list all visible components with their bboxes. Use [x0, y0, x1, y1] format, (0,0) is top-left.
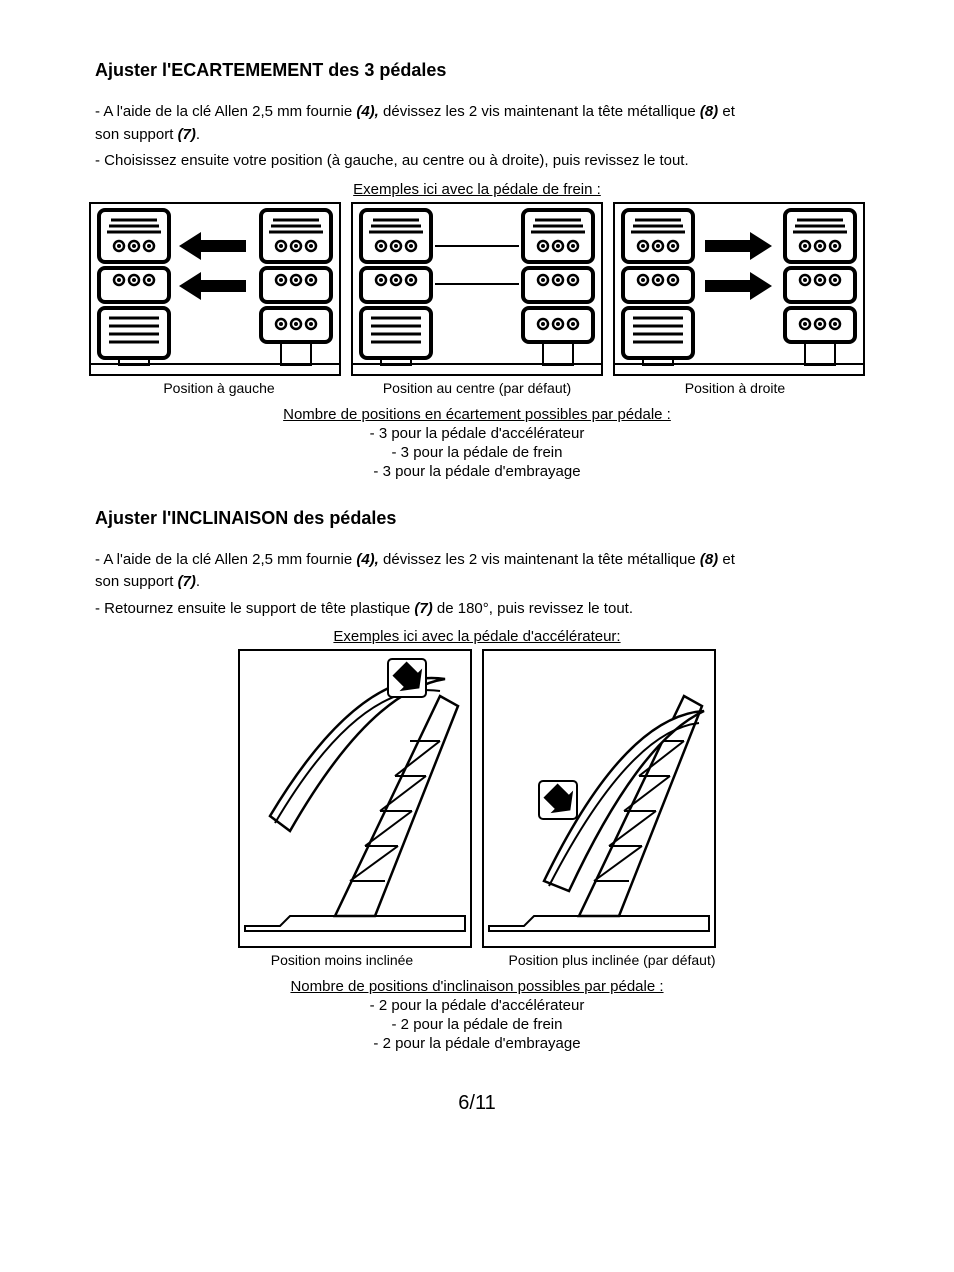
page-number: 6/11	[95, 1092, 859, 1115]
example-caption-1: Exemples ici avec la pédale de frein :	[95, 181, 859, 198]
arrow-left-icon	[179, 232, 246, 260]
example-caption-2: Exemples ici avec la pédale d'accélérate…	[95, 628, 859, 645]
caption-right: Position à droite	[611, 380, 859, 396]
instruction-line-2: - Choisissez ensuite votre position (à g…	[95, 150, 859, 173]
spacing-panel-left	[89, 202, 341, 376]
tilt-count-title: Nombre de positions d'inclinaison possib…	[95, 978, 859, 995]
instruction-line-1: - A l'aide de la clé Allen 2,5 mm fourni…	[95, 101, 859, 146]
instruction-line-2b: - Retournez ensuite le support de tête p…	[95, 598, 859, 621]
section1-instructions: - A l'aide de la clé Allen 2,5 mm fourni…	[95, 101, 859, 173]
tilt-count-2: - 2 pour la pédale de frein	[95, 1016, 859, 1033]
pedal-diagram-center	[353, 204, 601, 374]
section2-title: Ajuster l'INCLINAISON des pédales	[95, 508, 859, 529]
arrow-right-icon	[705, 272, 772, 300]
tilt-count-3: - 2 pour la pédale d'embrayage	[95, 1035, 859, 1052]
caption-left: Position à gauche	[95, 380, 343, 396]
caption-less: Position moins inclinée	[227, 952, 457, 968]
spacing-count-3: - 3 pour la pédale d'embrayage	[95, 463, 859, 480]
spacing-subcaptions: Position à gauche Position au centre (pa…	[95, 380, 859, 396]
pedal-tilt-more	[484, 651, 714, 946]
arrow-right-icon	[705, 232, 772, 260]
caption-more: Position plus inclinée (par défaut)	[497, 952, 727, 968]
arrow-left-icon	[179, 272, 246, 300]
section2-instructions: - A l'aide de la clé Allen 2,5 mm fourni…	[95, 549, 859, 621]
tilt-subcaptions: Position moins inclinée Position plus in…	[95, 952, 859, 968]
spacing-count-1: - 3 pour la pédale d'accélérateur	[95, 425, 859, 442]
tilt-panel-more	[482, 649, 716, 948]
spacing-count-2: - 3 pour la pédale de frein	[95, 444, 859, 461]
section1-title: Ajuster l'ECARTEMEMENT des 3 pédales	[95, 60, 859, 81]
spacing-panel-right	[613, 202, 865, 376]
tilt-panel-less	[238, 649, 472, 948]
spacing-panel-center	[351, 202, 603, 376]
caption-center: Position au centre (par défaut)	[353, 380, 601, 396]
instruction-line-1b: - A l'aide de la clé Allen 2,5 mm fourni…	[95, 549, 859, 594]
arrow-down-right-icon	[388, 657, 431, 699]
spacing-count-title: Nombre de positions en écartement possib…	[95, 406, 859, 423]
arrow-down-right-icon	[539, 779, 582, 821]
figure-row-spacing	[95, 202, 859, 376]
pedal-tilt-less	[240, 651, 470, 946]
tilt-count-1: - 2 pour la pédale d'accélérateur	[95, 997, 859, 1014]
pedal-diagram-left	[91, 204, 339, 374]
pedal-diagram-right	[615, 204, 863, 374]
figure-row-tilt	[95, 649, 859, 948]
